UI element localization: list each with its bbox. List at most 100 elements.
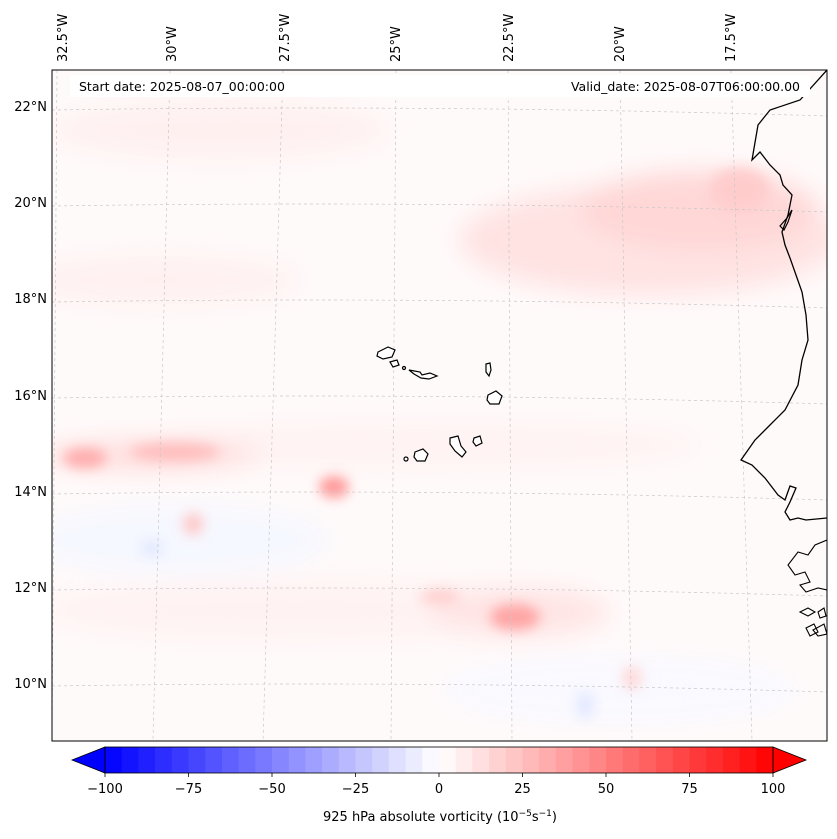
island-santiago — [449, 435, 467, 458]
colorbar-tick-label: −100 — [87, 782, 123, 797]
colorbar-extend-max — [772, 746, 808, 774]
colorbar-cell — [739, 747, 757, 773]
island-sao-vicente — [389, 359, 400, 368]
lon-label: 32.5°W — [56, 14, 71, 62]
colorbar-cell — [405, 747, 423, 773]
colorbar-tick-label: 0 — [435, 782, 443, 797]
map-frame — [51, 69, 828, 742]
colorbar-cell — [672, 747, 690, 773]
colorbar-cell — [155, 747, 173, 773]
colorbar-cell — [388, 747, 407, 773]
colorbar-tick-label: −50 — [258, 782, 285, 797]
colorbar-cells — [105, 747, 774, 773]
colorbar-tick-label: 100 — [761, 782, 786, 797]
colorbar-cell — [505, 747, 523, 773]
island-santo-antao — [376, 346, 396, 360]
colorbar-cell — [522, 747, 540, 773]
map-panel — [52, 70, 827, 741]
vort-max-30w — [130, 443, 220, 461]
vort-max-28w — [183, 513, 203, 535]
colorbar-cell — [305, 747, 323, 773]
colorbar-cell — [288, 747, 306, 773]
lat-label: 10°N — [14, 677, 47, 692]
cape-verde-islands — [376, 346, 503, 462]
colorbar-cell — [372, 747, 390, 773]
vort-max-26w — [319, 476, 349, 498]
colorbar-cell — [171, 747, 189, 773]
lon-label: 30°W — [165, 26, 180, 62]
lon-label: 27.5°W — [278, 14, 293, 62]
lon-label: 25°W — [389, 26, 404, 62]
colorbar-cell — [689, 747, 707, 773]
lat-label: 14°N — [14, 485, 47, 500]
island-sao-nicolau — [408, 369, 439, 380]
colorbar-tick-label: 25 — [514, 782, 531, 797]
graticule — [52, 70, 827, 741]
coast-guinea-bissau — [787, 539, 827, 637]
colorbar-cell — [455, 747, 473, 773]
colorbar-cell — [422, 747, 440, 773]
colorbar-ticks: −100 −75 −50 −25 0 25 50 75 100 — [87, 773, 785, 797]
longitude-labels: 32.5°W 30°W 27.5°W 25°W 22.5°W 20°W 17.5… — [56, 14, 739, 62]
colorbar-cell — [706, 747, 724, 773]
colorbar-cell — [472, 747, 490, 773]
colorbar-cell — [555, 747, 574, 773]
lat-label: 12°N — [14, 581, 47, 596]
colorbar-cell — [606, 747, 624, 773]
colorbar-tick-label: −25 — [342, 782, 369, 797]
lat-label: 16°N — [14, 389, 47, 404]
colorbar-cell — [221, 747, 240, 773]
island-boa-vista — [486, 390, 503, 405]
colorbar-cell — [338, 747, 356, 773]
west-africa-coastline — [740, 70, 827, 521]
island-brava — [403, 456, 409, 462]
header-box — [70, 75, 810, 97]
colorbar-cell — [539, 747, 557, 773]
lon-label: 20°W — [613, 26, 628, 62]
colorbar-cell — [656, 747, 674, 773]
colorbar-cell — [138, 747, 156, 773]
colorbar-cell — [205, 747, 223, 773]
lon-label: 22.5°W — [502, 14, 517, 62]
vort-max-22w — [490, 604, 540, 630]
colorbar-cell — [355, 747, 373, 773]
lat-label: 22°N — [14, 100, 47, 115]
vort-max-west — [63, 448, 107, 468]
colorbar-cell — [188, 747, 206, 773]
colorbar-cell — [255, 747, 273, 773]
lat-label: 20°N — [14, 196, 47, 211]
island-fogo — [413, 448, 429, 462]
latitude-labels: 22°N 20°N 18°N 16°N 14°N 12°N 10°N — [14, 100, 47, 692]
colorbar-tick-label: 50 — [598, 782, 615, 797]
island-sal — [485, 362, 492, 378]
colorbar-extend-min — [70, 746, 106, 774]
colorbar-cell — [589, 747, 607, 773]
colorbar-cell — [622, 747, 640, 773]
colorbar-cell — [722, 747, 741, 773]
valid-date-label: Valid_date: 2025-08-07T06:00:00.00 — [571, 79, 800, 94]
colorbar-cell — [489, 747, 507, 773]
colorbar-cell — [105, 747, 123, 773]
coast-peninsula-dakar — [779, 209, 793, 232]
colorbar: −100 −75 −50 −25 0 25 50 75 100 925 hPa absolute… — [70, 746, 808, 825]
colorbar-cell — [322, 747, 340, 773]
lat-label: 18°N — [14, 292, 47, 307]
colorbar-tick-label: 75 — [681, 782, 698, 797]
vort-max-coast — [710, 168, 770, 212]
colorbar-label: 925 hPa absolute vorticity (10−5s−1) — [323, 809, 557, 825]
colorbar-cell — [272, 747, 290, 773]
colorbar-cell — [572, 747, 590, 773]
vort-min-west — [140, 540, 164, 556]
island-maio — [472, 435, 483, 447]
island-santa-luzia — [401, 365, 407, 371]
colorbar-tick-label: −75 — [175, 782, 202, 797]
vort-min-south — [576, 691, 594, 719]
colorbar-cell — [238, 747, 256, 773]
colorbar-cell — [439, 747, 457, 773]
start-date-label: Start date: 2025-08-07_00:00:00 — [79, 79, 285, 94]
lon-label: 17.5°W — [724, 14, 739, 62]
colorbar-cell — [756, 747, 774, 773]
colorbar-cell — [639, 747, 657, 773]
colorbar-cell — [121, 747, 139, 773]
